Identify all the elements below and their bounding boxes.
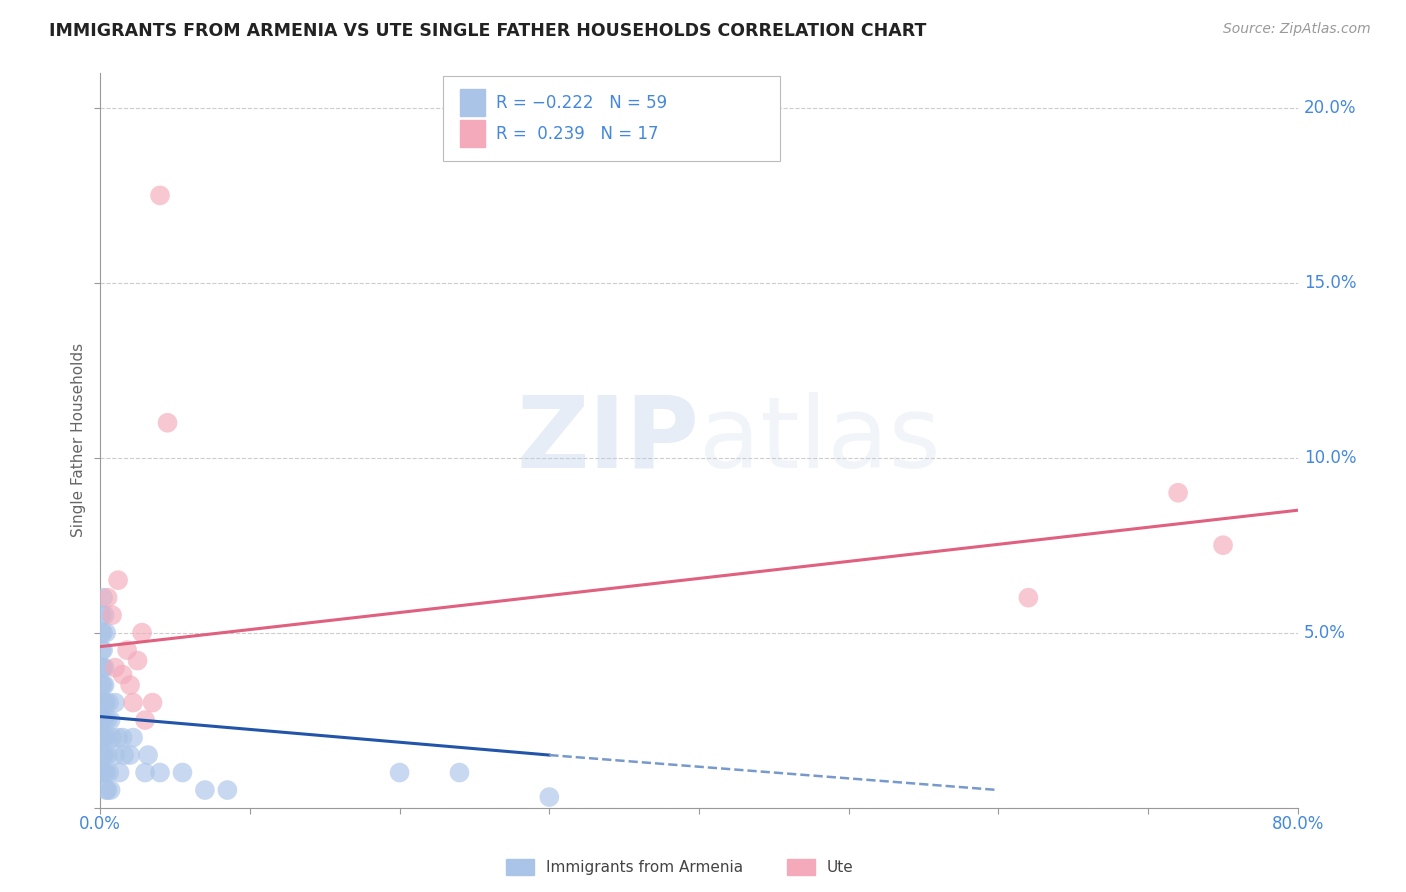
Point [217,783,239,797]
Point [91,747,114,762]
Text: 20.0%: 20.0% [1303,99,1357,117]
Point [120,678,142,692]
Point [134,713,156,727]
Point [91,643,114,657]
Point [93,713,115,727]
Point [90,713,112,727]
Point [98,696,121,710]
Point [91,731,114,745]
Point [100,713,122,727]
Text: R =  0.239   N = 17: R = 0.239 N = 17 [496,125,659,143]
Point [90,678,112,692]
Point [91,660,114,674]
Point [91,713,114,727]
Point [90,731,112,745]
Point [149,188,172,202]
Point [104,660,127,674]
Text: Source: ZipAtlas.com: Source: ZipAtlas.com [1223,22,1371,37]
Point [97,591,120,605]
Text: R = −0.222   N = 59: R = −0.222 N = 59 [496,94,668,112]
Point [101,608,124,623]
Point [156,416,179,430]
Point [388,765,411,780]
Point [1017,591,1039,605]
Point [449,765,471,780]
Point [91,765,114,780]
Point [91,678,114,692]
Point [91,696,114,710]
Point [141,696,163,710]
Point [120,747,142,762]
Text: ZIP: ZIP [516,392,699,489]
Point [93,731,115,745]
Point [93,660,115,674]
Point [104,696,127,710]
Point [108,765,131,780]
Point [94,625,117,640]
Point [149,765,172,780]
Point [1212,538,1234,552]
Text: Ute: Ute [827,860,853,874]
Point [131,625,153,640]
Point [93,747,115,762]
Point [136,747,159,762]
Point [1167,485,1189,500]
Point [100,783,122,797]
Point [90,660,112,674]
Text: 5.0%: 5.0% [1303,624,1346,641]
Text: 80.0%: 80.0% [1271,815,1324,833]
Point [107,573,129,587]
Point [94,783,117,797]
Point [94,765,117,780]
Point [104,747,127,762]
Point [91,625,114,640]
Text: 10.0%: 10.0% [1303,449,1357,467]
Point [107,731,129,745]
Point [93,608,115,623]
Text: atlas: atlas [699,392,941,489]
Point [91,591,114,605]
Text: IMMIGRANTS FROM ARMENIA VS UTE SINGLE FATHER HOUSEHOLDS CORRELATION CHART: IMMIGRANTS FROM ARMENIA VS UTE SINGLE FA… [49,22,927,40]
Point [112,747,135,762]
Point [111,667,134,681]
Point [101,731,124,745]
Point [122,696,145,710]
Point [538,790,561,805]
Point [93,696,115,710]
Point [93,678,115,692]
Point [194,783,217,797]
Point [94,731,117,745]
Y-axis label: Single Father Households: Single Father Households [72,343,86,537]
Point [97,747,120,762]
Point [90,765,112,780]
Point [127,654,149,668]
Point [97,713,120,727]
Point [90,747,112,762]
Point [93,765,115,780]
Point [94,696,117,710]
Text: 0.0%: 0.0% [79,815,121,833]
Point [97,783,120,797]
Point [90,696,112,710]
Point [172,765,194,780]
Point [134,765,156,780]
Point [122,731,145,745]
Text: 15.0%: 15.0% [1303,274,1357,292]
Text: Immigrants from Armenia: Immigrants from Armenia [546,860,742,874]
Point [115,643,138,657]
Point [98,765,121,780]
Point [90,643,112,657]
Point [111,731,134,745]
Point [90,625,112,640]
Point [90,608,112,623]
